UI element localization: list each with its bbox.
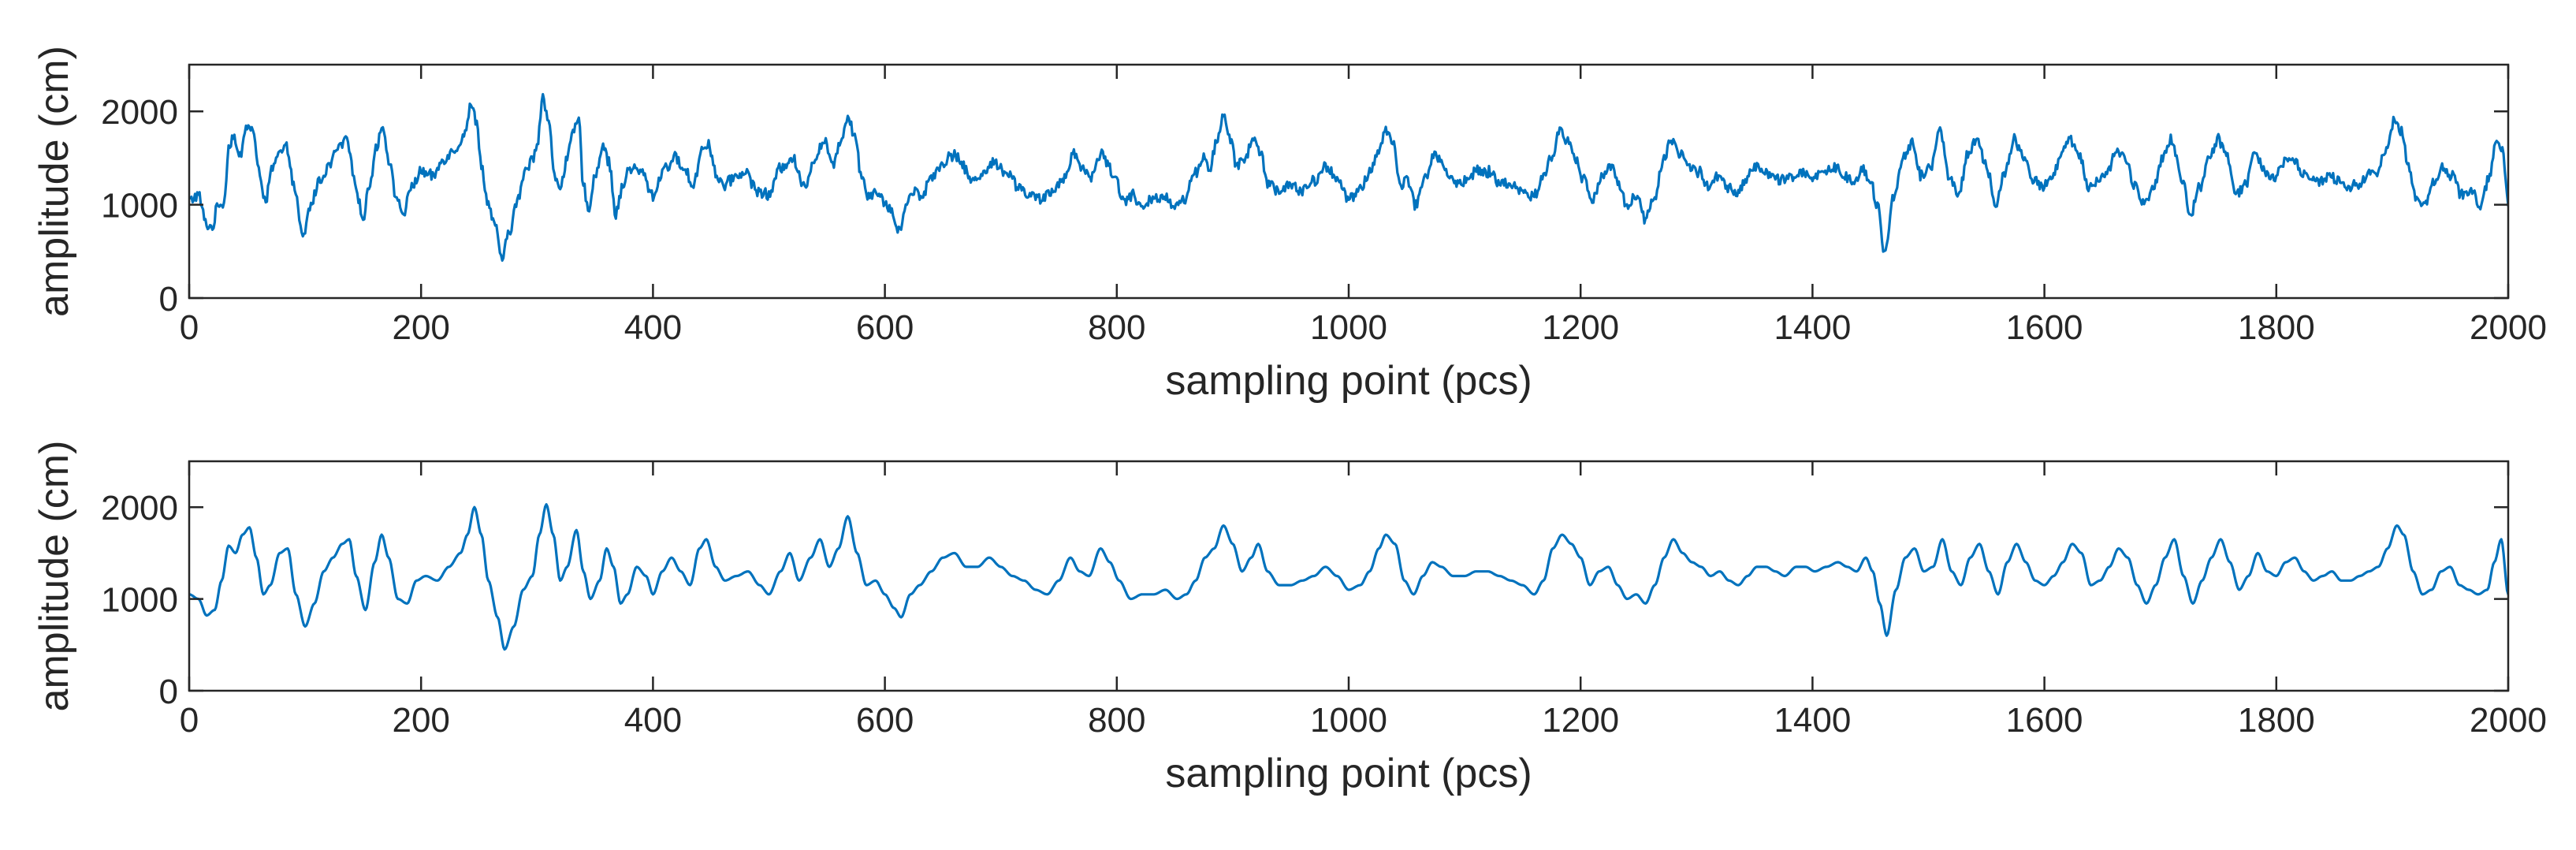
x-tick-label: 600 <box>856 308 914 347</box>
x-tick-label: 0 <box>180 308 199 347</box>
x-tick-label: 2000 <box>2470 701 2547 740</box>
axes-box <box>188 63 2510 300</box>
chart-panel-bottom: 0 200 400 600 800 1000 1200 1400 1600 1800 2000 0 10… <box>32 441 2547 796</box>
x-tick-label: 400 <box>624 308 682 347</box>
series-line-filtered-signal <box>189 503 2508 651</box>
y-tick-label: 1000 <box>101 187 178 226</box>
x-tick-label: 1600 <box>2006 308 2083 347</box>
y-tick-label: 1000 <box>101 581 178 620</box>
x-tick-label: 800 <box>1088 701 1145 740</box>
x-tick-label: 400 <box>624 701 682 740</box>
y-tick-label: 0 <box>159 673 178 711</box>
x-tick-label: 1400 <box>1774 701 1851 740</box>
y-axis-title: amplitude (cm) <box>32 441 77 712</box>
series-line-raw-signal <box>189 92 2508 262</box>
x-tick-label: 1400 <box>1774 308 1851 347</box>
x-tick-label: 2000 <box>2470 308 2547 347</box>
x-tick-label: 200 <box>392 701 449 740</box>
y-tick-label: 2000 <box>101 489 178 528</box>
x-tick-label: 1200 <box>1542 308 1619 347</box>
y-tick-label: 2000 <box>101 93 178 132</box>
x-tick-label: 800 <box>1088 308 1145 347</box>
x-tick-label: 1000 <box>1310 308 1387 347</box>
x-tick-label: 1800 <box>2238 308 2315 347</box>
y-tick-label: 0 <box>159 280 178 319</box>
x-tick-label: 1000 <box>1310 701 1387 740</box>
x-axis-title: sampling point (pcs) <box>1165 751 1532 796</box>
x-tick-label: 0 <box>180 701 199 740</box>
x-tick-label: 600 <box>856 701 914 740</box>
x-axis-title: sampling point (pcs) <box>1165 358 1532 404</box>
x-tick-label: 1600 <box>2006 701 2083 740</box>
x-tick-label: 1800 <box>2238 701 2315 740</box>
x-tick-label: 1200 <box>1542 701 1619 740</box>
x-tick-label: 200 <box>392 308 449 347</box>
chart-panel-top: 0 200 400 600 800 1000 1200 1400 1600 1800 2000 0 10… <box>32 46 2547 404</box>
y-axis-title: amplitude (cm) <box>32 46 77 317</box>
